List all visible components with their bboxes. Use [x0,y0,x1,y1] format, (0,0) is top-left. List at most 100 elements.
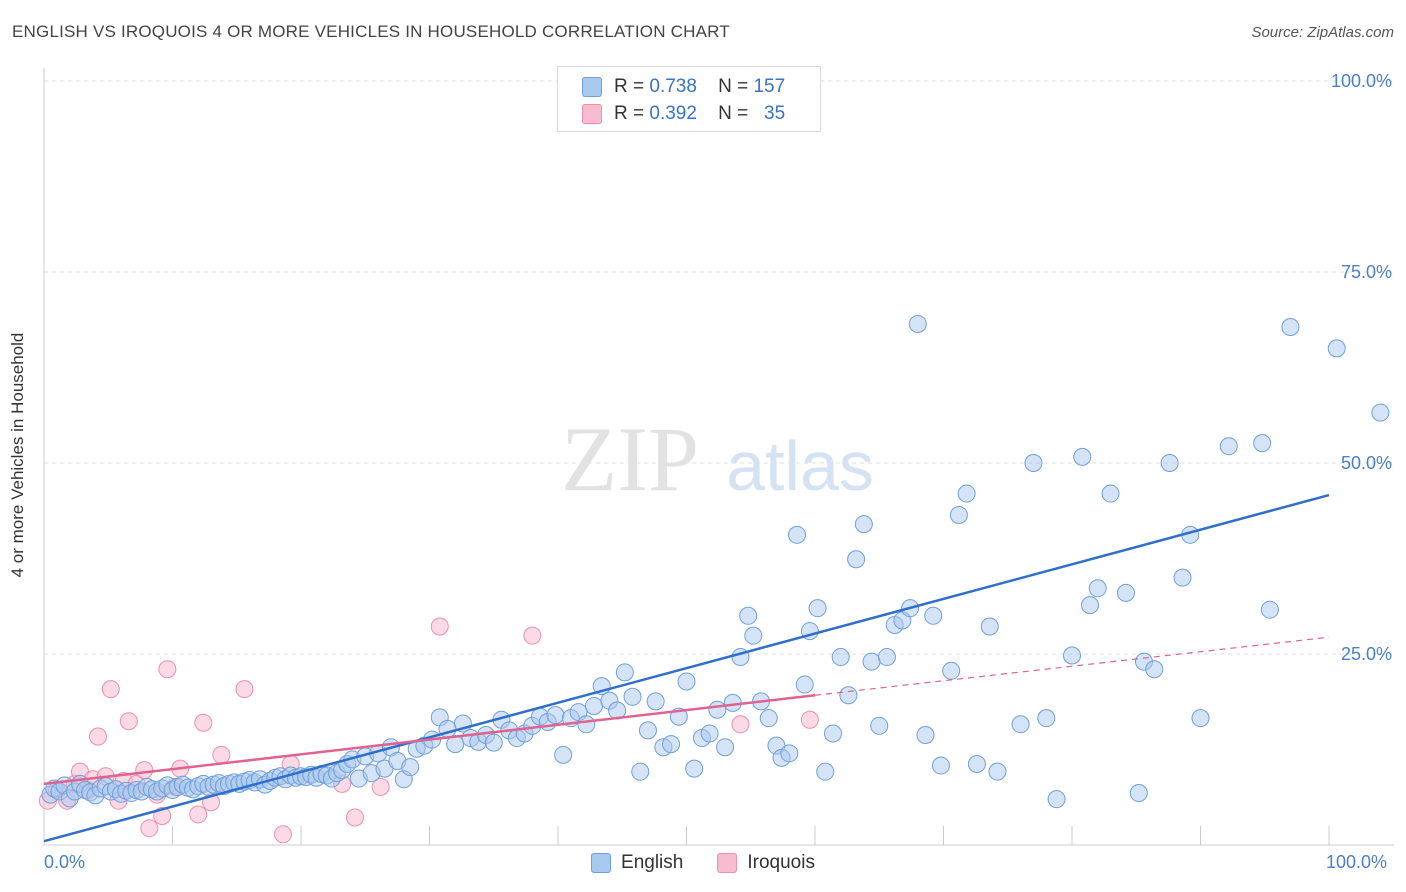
n-label: N = [718,76,749,97]
iroquois-point [371,777,390,796]
english-point [870,716,889,735]
english-point [1080,596,1099,615]
english-point [1101,484,1120,503]
iroquois-point [119,712,138,731]
english-point [942,661,961,680]
english-point [677,672,696,691]
iroquois-point [101,680,120,699]
english-point [854,515,873,534]
r-label: R = [614,103,645,124]
iroquois-trend-line [43,694,816,786]
y-tick-label: 50.0% [1341,453,1392,473]
english-point [788,525,807,544]
english-swatch [582,77,602,97]
stats-row-english: R = 0.738 N = 157 [582,75,785,99]
iroquois-point [88,727,107,746]
english-point [916,725,935,744]
english-point [1371,403,1390,422]
english-point [638,721,657,740]
english-point [780,744,799,763]
english-trend-line [43,493,1330,843]
english-point [1145,660,1164,679]
iroquois-point [731,715,750,734]
iroquois-point [194,713,213,732]
english-point [1129,784,1148,803]
english-point [759,709,778,728]
english-point [1327,339,1346,358]
english-point [1160,454,1179,472]
english-point [646,692,665,711]
iroquois-point [135,761,154,780]
x-tick-label-max: 100.0% [1326,852,1388,872]
english-point [808,599,827,618]
n-value: 157 [753,76,786,97]
english-point [1281,318,1300,337]
english-point [816,762,835,781]
iroquois-point [274,825,293,844]
chart-title: ENGLISH VS IROQUOIS 4 OR MORE VEHICLES I… [12,22,730,41]
english-point [1191,709,1210,728]
legend-item-iroquois[interactable]: Iroquois [717,852,815,874]
y-tick-label: 75.0% [1341,262,1392,282]
y-tick-label: 25.0% [1341,644,1392,664]
english-point [877,648,896,667]
english-point [716,738,735,757]
english-point [823,724,842,743]
iroquois-point [345,808,364,827]
english-point [623,687,642,706]
english-legend-swatch [591,853,612,873]
english-point [980,617,999,636]
n-value: 35 [764,103,786,124]
english-point [1116,583,1135,602]
english-point [1253,434,1272,453]
english-point [546,706,565,725]
english-point [685,759,704,778]
english-point [924,606,943,625]
iroquois-point [189,805,208,824]
watermark: ZIP atlas [561,408,874,510]
english-point [957,484,976,503]
english-point [577,715,596,734]
legend-item-english[interactable]: English [591,852,683,874]
english-point [584,696,603,715]
y-axis-label: 4 or more Vehicles in Household [8,332,27,578]
trend-lines [43,493,1330,843]
english-point [847,550,866,569]
english-point [554,745,573,764]
english-point [908,314,927,333]
y-tick-labels: 25.0% 50.0% 75.0% 100.0% [1331,71,1392,664]
english-point [708,700,727,719]
english-points [41,314,1390,809]
watermark-zip: ZIP [561,408,699,510]
english-point [1011,715,1030,734]
english-point [615,663,634,682]
n-label: N = [718,103,749,124]
iroquois-point [523,626,542,645]
stats-box: R = 0.738 N = 157 R = 0.392 N = 35 [557,66,821,132]
iroquois-trend-extension [814,636,1330,696]
axes [43,68,1394,846]
english-point [931,756,950,775]
iroquois-point [235,680,254,699]
x-tick-label-min: 0.0% [44,852,86,872]
english-point [1024,454,1043,472]
english-point [662,735,681,754]
iroquois-legend-swatch [717,853,738,873]
legend-label: English [621,852,684,873]
english-point [700,724,719,743]
r-value: 0.738 [649,76,697,97]
gridlines [44,80,1394,655]
english-point [484,733,503,752]
english-point [1219,437,1238,456]
english-point [401,758,420,777]
english-point [988,762,1007,781]
english-point [831,648,850,667]
iroquois-swatch [582,104,602,124]
stats-row-iroquois: R = 0.392 N = 35 [582,102,785,126]
english-point [949,505,968,524]
legend-label: Iroquois [747,852,815,873]
english-point [1073,447,1092,466]
english-point [862,652,881,671]
english-point [1037,709,1056,728]
